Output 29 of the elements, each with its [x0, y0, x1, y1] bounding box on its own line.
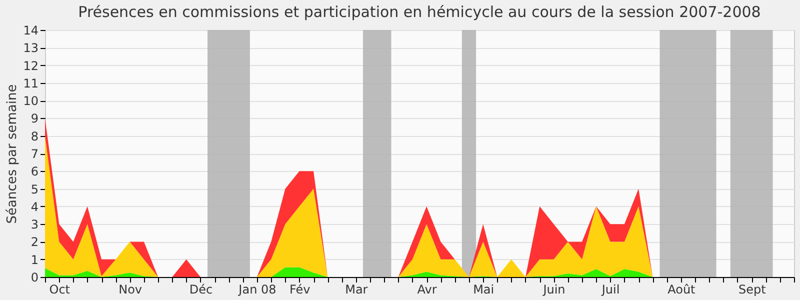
y-tick-label: 11	[23, 76, 38, 90]
x-tick-label: Oct	[49, 282, 70, 296]
x-tick-label: Sept	[738, 282, 766, 296]
x-tick-label: Août	[668, 282, 696, 296]
y-tick-label: 2	[30, 235, 38, 250]
y-tick-label: 13	[23, 41, 38, 56]
y-tick-label: 0	[30, 270, 38, 284]
y-tick-label: 8	[30, 129, 38, 144]
x-tick-label: Juin	[542, 282, 566, 296]
x-tick-label: Juil	[600, 282, 620, 296]
x-tick-label: Mai	[473, 282, 494, 296]
chart-title: Présences en commissions et participation en hémicycle au cours de la session 2007-2008	[78, 3, 761, 21]
x-tick-label: Avr	[417, 282, 437, 296]
y-tick-label: 1	[30, 252, 38, 267]
y-tick-label: 6	[30, 164, 38, 179]
x-tick-label: Jan 08	[238, 282, 276, 296]
x-tick-label: Fév	[290, 282, 310, 296]
y-tick-label: 5	[30, 182, 38, 196]
y-tick-label: 9	[30, 112, 38, 126]
y-tick-label: 7	[30, 147, 38, 161]
y-axis-title: Séances par semaine	[5, 84, 20, 224]
x-tick-label: Nov	[118, 282, 142, 296]
x-tick-label: Mar	[345, 282, 368, 296]
y-tick-label: 10	[23, 94, 38, 108]
y-tick-label: 4	[30, 200, 38, 214]
y-tick-label: 12	[23, 58, 38, 73]
y-tick-label: 3	[30, 218, 38, 232]
y-tick-label: 14	[23, 24, 38, 38]
x-tick-label: Déc	[189, 282, 213, 296]
